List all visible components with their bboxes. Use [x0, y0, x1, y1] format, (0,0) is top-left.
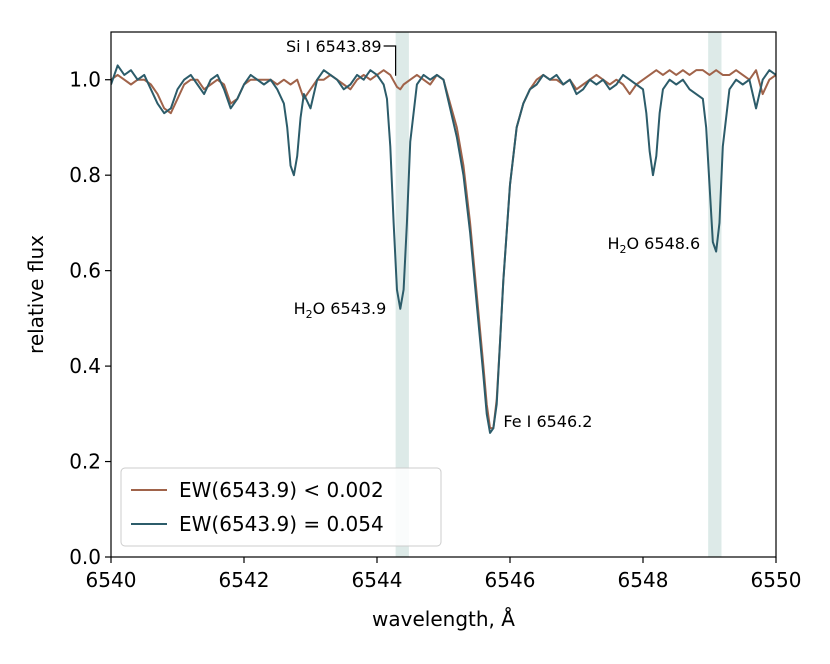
x-tick-label: 6540 [86, 568, 137, 592]
line-annotations: Si I 6543.89 H2O 6543.9 Fe I 6546.2 H2O 654… [286, 37, 700, 431]
shaded-bands [395, 32, 722, 557]
x-axis-label: wavelength, Å [372, 607, 515, 631]
y-tick-label: 0.8 [69, 163, 101, 187]
legend-box [120, 467, 442, 547]
legend-label-2: EW(6543.9) = 0.054 [179, 512, 384, 536]
h2o-6548-annotation: H2O 6548.6 [607, 234, 700, 256]
fe-line-annotation: Fe I 6546.2 [503, 412, 592, 431]
x-tick-label: 6546 [485, 568, 536, 592]
y-tick-label: 0.6 [69, 259, 101, 283]
x-tick-label: 6542 [219, 568, 270, 592]
x-tick-label: 6550 [751, 568, 802, 592]
legend: EW(6543.9) < 0.002 EW(6543.9) = 0.054 [120, 467, 442, 547]
h2o-6543-annotation: H2O 6543.9 [294, 299, 387, 321]
y-tick-label: 0.4 [69, 354, 101, 378]
legend-label-1: EW(6543.9) < 0.002 [179, 478, 384, 502]
x-tick-label: 6544 [352, 568, 403, 592]
x-axis: 6540 6542 6544 6546 6548 6550 [86, 557, 802, 592]
series-line-1 [111, 69, 776, 430]
si-line-annotation: Si I 6543.89 [286, 37, 382, 56]
shaded-band-2 [708, 32, 722, 557]
y-tick-label: 0.0 [69, 545, 101, 569]
si-annotation-bracket [383, 45, 397, 76]
y-axis-label: relative flux [24, 235, 48, 354]
x-tick-label: 6548 [618, 568, 669, 592]
y-tick-label: 1.0 [69, 68, 101, 92]
y-tick-label: 0.2 [69, 450, 101, 474]
plot-frame [110, 31, 777, 558]
series-lines [111, 64, 776, 434]
y-axis: 0.0 0.2 0.4 0.6 0.8 1.0 [69, 68, 111, 569]
series-line-2 [111, 64, 776, 434]
